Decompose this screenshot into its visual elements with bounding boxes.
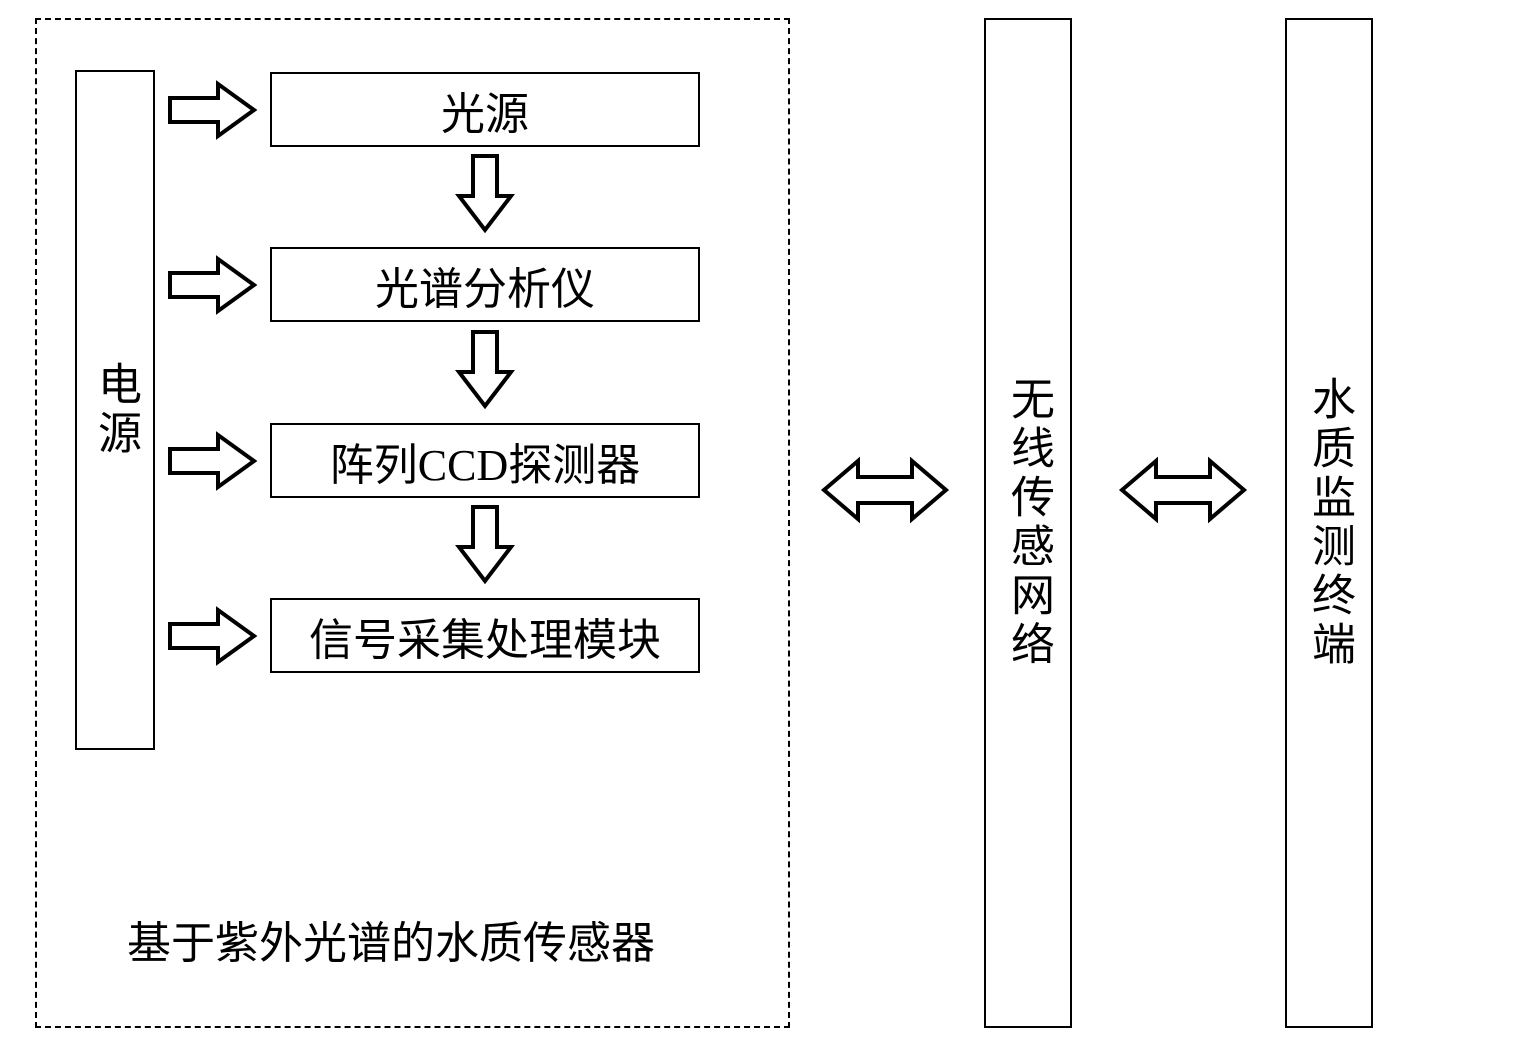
arrow-right-icon — [168, 431, 258, 491]
sensor-caption: 基于紫外光谱的水质传感器 — [127, 907, 655, 971]
terminal-box: 水质监测终端 — [1285, 18, 1373, 1028]
signal-processor-box: 信号采集处理模块 — [270, 598, 700, 673]
diagram-root: 基于紫外光谱的水质传感器 电源 光源 光谱分析仪 阵列CCD探测器 信号采集处理… — [0, 0, 1514, 1053]
power-label: 电源 — [83, 361, 147, 459]
wireless-network-label: 无线传感网络 — [996, 376, 1060, 670]
arrow-right-icon — [168, 80, 258, 140]
terminal-label: 水质监测终端 — [1297, 376, 1361, 670]
light-source-box: 光源 — [270, 72, 700, 147]
signal-processor-label: 信号采集处理模块 — [309, 604, 661, 668]
arrow-right-icon — [168, 255, 258, 315]
spectrum-analyzer-label: 光谱分析仪 — [375, 253, 595, 317]
arrow-right-icon — [168, 606, 258, 666]
ccd-detector-label: 阵列CCD探测器 — [330, 429, 640, 493]
arrow-down-icon — [455, 505, 515, 585]
power-box: 电源 — [75, 70, 155, 750]
wireless-network-box: 无线传感网络 — [984, 18, 1072, 1028]
arrow-down-icon — [455, 330, 515, 410]
ccd-detector-box: 阵列CCD探测器 — [270, 423, 700, 498]
light-source-label: 光源 — [441, 78, 529, 142]
arrow-down-icon — [455, 154, 515, 234]
spectrum-analyzer-box: 光谱分析仪 — [270, 247, 700, 322]
arrow-bidirectional-icon — [1118, 455, 1248, 525]
arrow-bidirectional-icon — [820, 455, 950, 525]
